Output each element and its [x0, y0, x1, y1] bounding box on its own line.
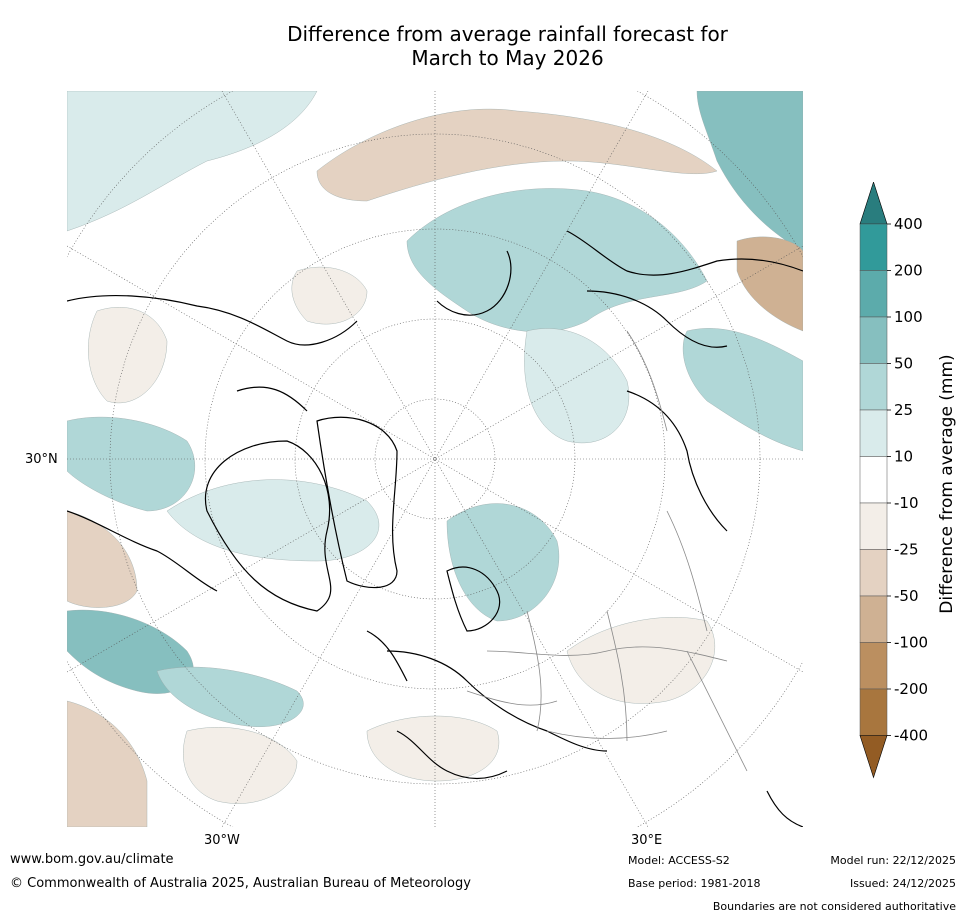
website-link[interactable]: www.bom.gov.au/climate: [10, 852, 174, 867]
rainfall-map: [67, 91, 803, 827]
dry-anomaly-region: [736, 236, 803, 332]
colorbar-tick-label: 10: [894, 448, 913, 466]
colorbar-swatch: [859, 456, 888, 504]
colorbar-swatch: [859, 363, 888, 411]
model-run-date: Model run: 22/12/2025: [830, 854, 956, 867]
model-name: Model: ACCESS-S2: [628, 854, 730, 867]
lat-label-30n: 30°N: [25, 452, 58, 467]
colorbar-extend-high: [859, 182, 888, 225]
colorbar-tick-label: 400: [894, 215, 923, 233]
dry-anomaly-region: [316, 108, 718, 202]
wet-anomaly-region: [682, 328, 803, 452]
wet-anomaly-region: [524, 328, 630, 444]
anomaly-fields: [67, 91, 803, 827]
colorbar-tick-label: 200: [894, 262, 923, 280]
colorbar-tick-label: 25: [894, 401, 913, 419]
map-title: Difference from average rainfall forecas…: [150, 22, 865, 70]
lon-label-30w: 30°W: [204, 833, 240, 848]
colorbar-swatch: [859, 409, 888, 457]
wet-anomaly-region: [406, 188, 708, 333]
title-line-1: Difference from average rainfall forecas…: [287, 22, 728, 46]
country-borders: [466, 330, 748, 772]
colorbar-swatch: [859, 549, 888, 597]
wet-anomaly-region: [156, 666, 304, 727]
colorbar-title: Difference from average (mm): [937, 354, 957, 614]
dry-anomaly-region: [291, 266, 368, 325]
colorbar-swatch: [859, 595, 888, 643]
colorbar-swatch: [859, 688, 888, 736]
dry-anomaly-region: [67, 700, 148, 827]
colorbar-swatch: [859, 223, 888, 271]
colorbar-swatch: [859, 270, 888, 318]
title-line-2: March to May 2026: [411, 46, 604, 70]
base-period: Base period: 1981-2018: [628, 877, 761, 890]
wet-anomaly-region: [166, 479, 380, 562]
wet-anomaly-region: [67, 416, 196, 512]
wet-anomaly-region: [446, 503, 560, 622]
issued-date: Issued: 24/12/2025: [849, 877, 956, 890]
colorbar-extend-low: [859, 735, 888, 779]
wet-anomaly-region: [67, 91, 318, 232]
dry-anomaly-region: [183, 727, 298, 804]
colorbar-tick-label: -10: [894, 494, 919, 512]
colorbar-tick-label: -100: [894, 634, 928, 652]
colorbar-swatch: [859, 316, 888, 364]
colorbar-tick-label: -25: [894, 541, 919, 559]
dry-anomaly-region: [88, 307, 168, 403]
coastlines: [67, 230, 803, 827]
colorbar-swatch: [859, 502, 888, 550]
colorbar-swatch: [859, 642, 888, 690]
lon-label-30e: 30°E: [631, 833, 663, 848]
colorbar-tick-label: -400: [894, 727, 928, 745]
colorbar: 400 200 100 50 25 10 -10 -25 -50 -100 -200 -400: [859, 182, 928, 779]
graticule: [67, 91, 803, 827]
copyright-text: © Commonwealth of Australia 2025, Austra…: [10, 876, 471, 891]
colorbar-tick-label: -50: [894, 587, 919, 605]
dry-anomaly-region: [566, 617, 716, 704]
colorbar-tick-label: 100: [894, 308, 923, 326]
colorbar-tick-label: 50: [894, 355, 913, 373]
boundaries-disclaimer: Boundaries are not considered authoritat…: [712, 900, 956, 913]
colorbar-tick-label: -200: [894, 680, 928, 698]
